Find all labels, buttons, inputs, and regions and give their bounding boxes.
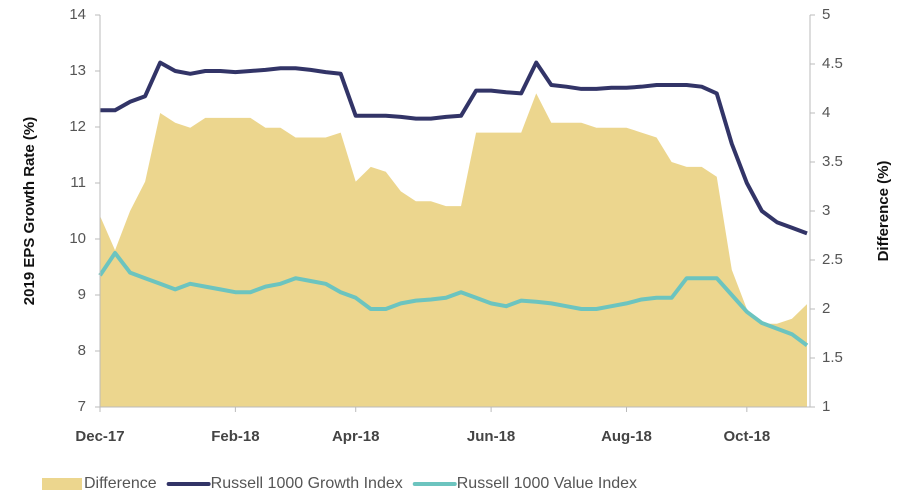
y2-tick-label: 1.5	[822, 349, 843, 366]
y-tick-label: 13	[69, 62, 86, 79]
y-tick-label: 7	[78, 398, 86, 415]
legend-swatch	[42, 478, 82, 490]
y-tick-label: 11	[70, 174, 86, 191]
y2-tick-label: 2.5	[822, 251, 843, 268]
y-tick-label: 9	[78, 286, 86, 303]
area	[100, 93, 807, 408]
legend-label: Difference	[84, 475, 157, 492]
y-axis-title: 2019 EPS Growth Rate (%)	[21, 117, 38, 305]
y-tick-label: 8	[78, 342, 86, 359]
x-tick-label: Jun-18	[467, 428, 515, 445]
y2-tick-label: 4.5	[822, 55, 843, 72]
y2-tick-label: 3.5	[822, 153, 843, 170]
x-tick-label: Oct-18	[723, 428, 770, 445]
line	[100, 60, 808, 236]
y-tick-label: 14	[69, 6, 86, 23]
y-tick-label: 10	[69, 230, 86, 247]
y-tick-label: 12	[69, 118, 86, 135]
y2-axis-title: Difference (%)	[875, 161, 892, 262]
y2-tick-label: 3	[822, 202, 830, 219]
y2-tick-label: 5	[822, 6, 830, 23]
x-tick-label: Dec-17	[75, 428, 124, 445]
y2-tick-label: 4	[822, 104, 830, 121]
legend-label: Russell 1000 Growth Index	[211, 475, 403, 492]
y2-tick-label: 1	[822, 398, 830, 415]
line	[98, 251, 809, 348]
x-tick-label: Aug-18	[601, 428, 652, 445]
x-tick-label: Apr-18	[332, 428, 380, 445]
x-tick-label: Feb-18	[211, 428, 259, 445]
y2-tick-label: 2	[822, 300, 830, 317]
legend-label: Russell 1000 Value Index	[457, 475, 637, 492]
